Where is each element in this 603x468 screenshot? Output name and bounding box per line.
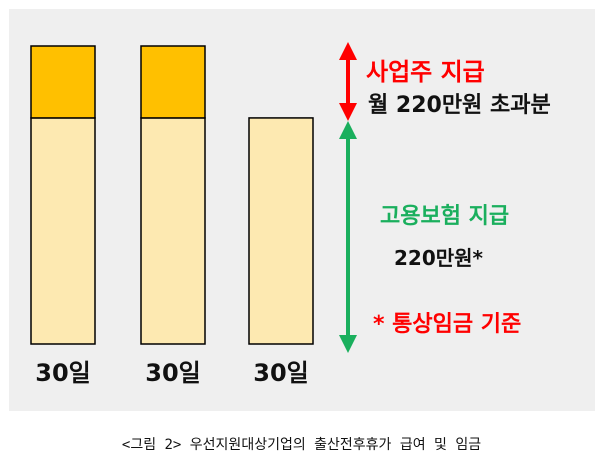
employer-payment-detail: 월 220만원 초과분 [368, 93, 551, 118]
employer-bar-segment-1 [30, 45, 96, 119]
wage-basis-note: * 통상임금 기준 [373, 312, 522, 337]
x-tick-label-2: 30일 [145, 359, 200, 387]
employer-payment-label: 사업주 지급 [366, 58, 485, 86]
insurance-payment-label: 고용보험 지급 [380, 204, 510, 229]
insurance-payment-detail: 220만원* [394, 246, 484, 270]
figure-caption: <그림 2> 우선지원대상기업의 출산전후휴가 급여 및 임금 [121, 437, 482, 453]
insurance-bar-segment-3 [248, 117, 314, 345]
x-tick-label-3: 30일 [253, 359, 308, 387]
x-tick-label-1: 30일 [35, 359, 90, 387]
bar-chart: 30일 30일 30일 [30, 42, 357, 387]
insurance-bar-segment-2 [140, 117, 206, 345]
employer-bar-segment-2 [140, 45, 206, 119]
insurance-bar-segment-1 [30, 117, 96, 345]
